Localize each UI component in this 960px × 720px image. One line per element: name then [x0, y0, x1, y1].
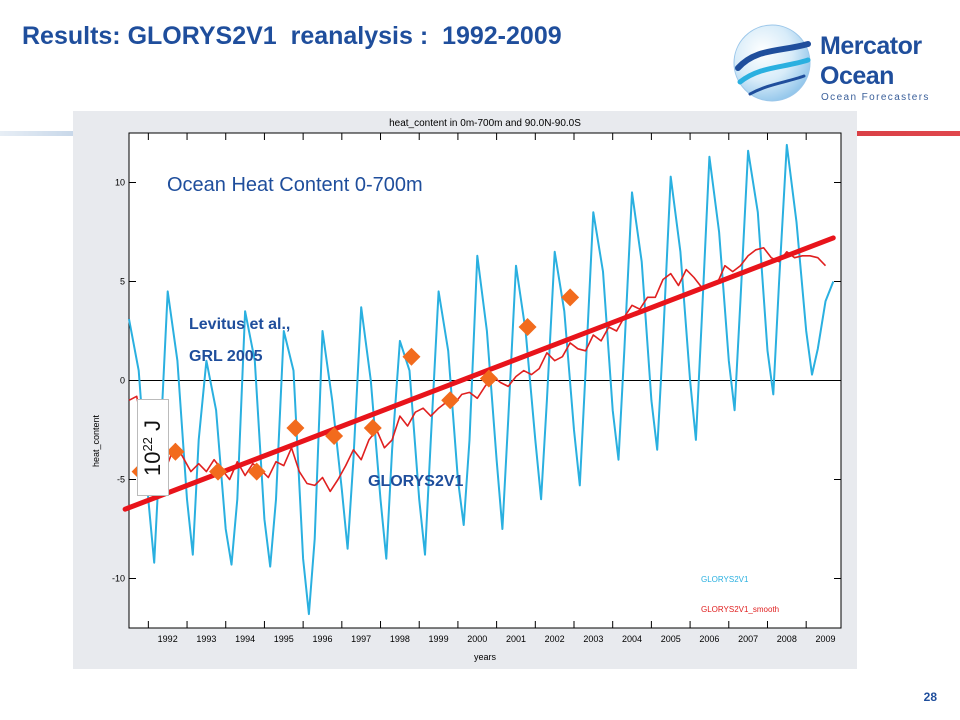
unit-exponent: 22: [139, 436, 155, 452]
trend-line: [122, 235, 836, 512]
y-tick-label: 5: [120, 277, 125, 287]
x-tick-label: 2000: [467, 634, 487, 644]
unit-label-box: 1022 J: [137, 399, 169, 496]
mercator-ocean-logo: Mercator Ocean Ocean Forecasters: [728, 18, 950, 110]
unit-label: 1022 J: [140, 419, 166, 475]
levitus-marker: [325, 426, 344, 445]
x-axis-label: years: [474, 652, 497, 662]
x-tick-label: 2002: [545, 634, 565, 644]
x-tick-label: 1995: [274, 634, 294, 644]
unit-base: 10: [140, 451, 166, 476]
page-number: 28: [923, 690, 937, 704]
y-tick-label: -5: [117, 475, 125, 485]
x-tick-label: 2009: [816, 634, 836, 644]
panel-heading: Ocean Heat Content 0-700m: [167, 174, 423, 196]
glorys-series-line: [128, 143, 835, 616]
levitus-marker: [518, 318, 537, 337]
x-tick-label: 1999: [429, 634, 449, 644]
y-tick-label: 0: [120, 376, 125, 386]
globe-wave-icon: [733, 24, 811, 102]
levitus-label-line2: GRL 2005: [189, 348, 263, 365]
levitus-marker: [402, 347, 421, 366]
heat-content-chart: -10 -5 0 5 10 1992 1993 1994 1995 1996 1997 1998 199…: [91, 118, 842, 662]
levitus-marker: [479, 369, 498, 388]
unit-suffix: J: [140, 419, 166, 437]
x-tick-label: 2005: [661, 634, 681, 644]
x-tick-label: 2006: [699, 634, 719, 644]
slide-title: Results: GLORYS2V1 reanalysis : 1992-200…: [22, 22, 562, 50]
levitus-marker: [561, 288, 580, 307]
x-tick-label: 2008: [777, 634, 797, 644]
levitus-marker: [363, 419, 382, 438]
logo-name-line1: Mercator: [820, 32, 922, 60]
levitus-marker: [209, 462, 227, 481]
glorys-label: GLORYS2V1: [368, 473, 464, 490]
levitus-marker: [166, 442, 185, 461]
x-tick-label: 2001: [506, 634, 526, 644]
x-tick-label: 2003: [583, 634, 603, 644]
y-tick-label: -10: [112, 574, 125, 584]
levitus-marker: [247, 462, 266, 481]
y-axis-label: heat_content: [91, 414, 101, 467]
x-tick-label: 1992: [158, 634, 178, 644]
legend-glorys-smooth: GLORYS2V1_smooth: [701, 605, 779, 614]
levitus-marker: [441, 391, 460, 410]
chart-panel: -10 -5 0 5 10 1992 1993 1994 1995 1996 1997 1998 199…: [73, 111, 857, 669]
x-tick-label: 2007: [738, 634, 758, 644]
levitus-label-line1: Levitus et al.,: [189, 316, 290, 333]
legend-glorys: GLORYS2V1: [701, 575, 749, 584]
y-tick-label: 10: [115, 178, 125, 188]
x-tick-label: 1993: [196, 634, 216, 644]
chart-title: heat_content in 0m-700m and 90.0N-90.0S: [389, 118, 581, 129]
x-tick-label: 1998: [390, 634, 410, 644]
x-tick-label: 1997: [351, 634, 371, 644]
levitus-marker: [286, 419, 305, 438]
x-tick-label: 1996: [312, 634, 332, 644]
x-tick-label: 2004: [622, 634, 642, 644]
logo-name-line2: Ocean: [820, 62, 894, 90]
x-tick-label: 1994: [235, 634, 255, 644]
logo-tagline: Ocean Forecasters: [821, 92, 930, 103]
